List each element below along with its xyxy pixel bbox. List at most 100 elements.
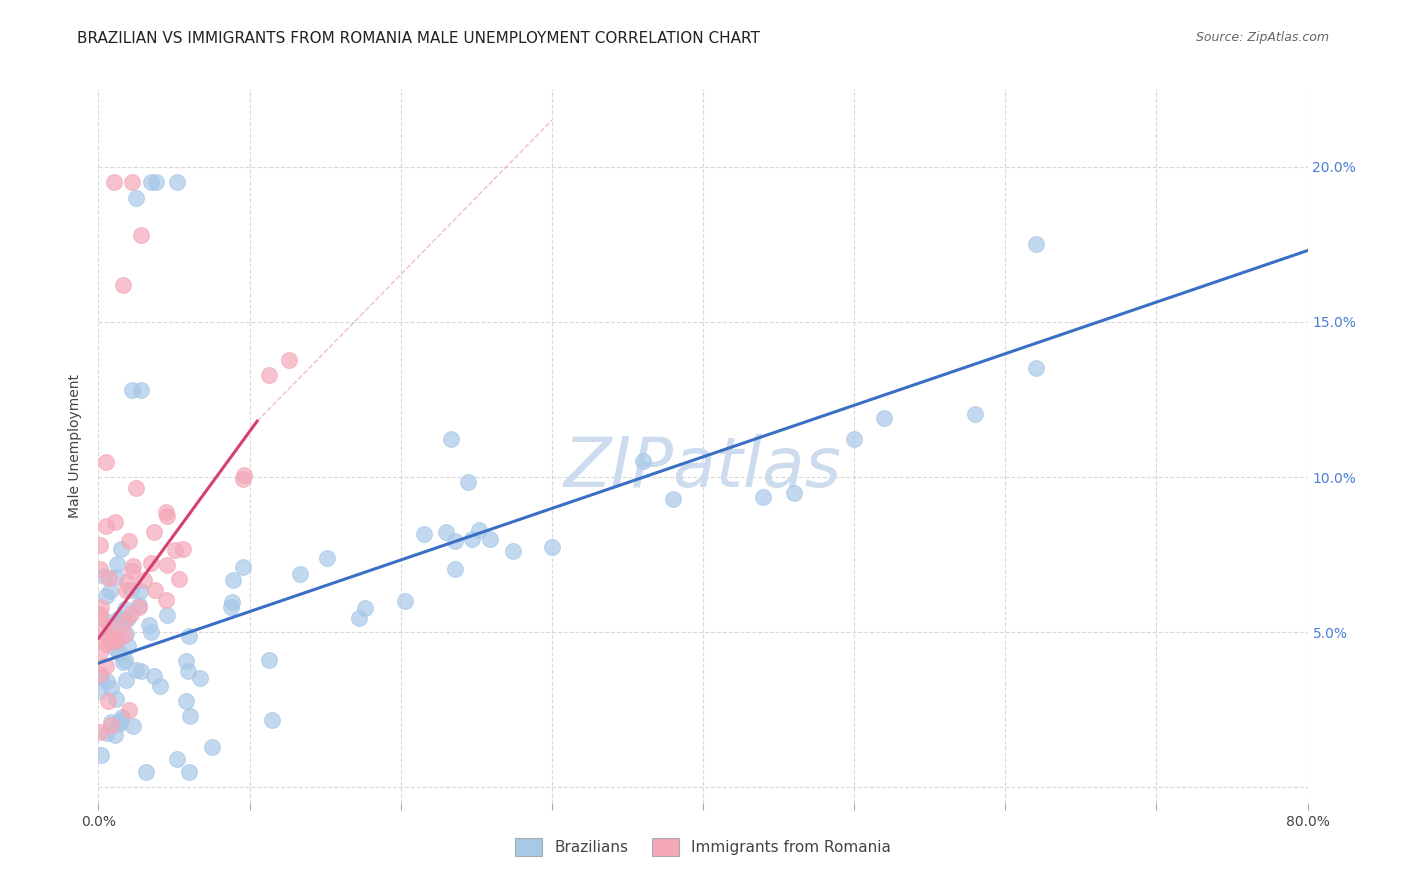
Point — [135, 764, 157, 779]
Point — [114, 602, 136, 616]
Point — [89, 645, 111, 659]
Point — [149, 679, 172, 693]
Point — [143, 582, 166, 597]
Point — [169, 572, 191, 586]
Point — [179, 709, 201, 723]
Point — [104, 728, 127, 742]
Point — [844, 432, 866, 446]
Point — [142, 668, 165, 682]
Point — [111, 277, 134, 292]
Point — [121, 383, 143, 397]
Point — [111, 655, 134, 669]
Point — [219, 599, 242, 614]
Point — [120, 583, 142, 598]
Point — [540, 541, 562, 555]
Point — [97, 615, 120, 630]
Point — [107, 631, 129, 645]
Point — [90, 670, 112, 684]
Point — [105, 557, 128, 571]
Point — [166, 175, 188, 189]
Point — [105, 570, 128, 584]
Point — [117, 611, 139, 625]
Point — [107, 646, 129, 660]
Point — [100, 718, 122, 732]
Point — [177, 764, 200, 779]
Y-axis label: Male Unemployment: Male Unemployment — [69, 374, 83, 518]
Point — [233, 467, 256, 482]
Point — [131, 664, 153, 678]
Point — [100, 681, 122, 695]
Point — [129, 584, 152, 599]
Point — [104, 691, 127, 706]
Point — [221, 594, 243, 608]
Point — [965, 407, 987, 421]
Point — [661, 492, 683, 507]
Text: ZIPatlas: ZIPatlas — [564, 434, 842, 501]
Point — [873, 410, 896, 425]
Point — [188, 671, 211, 685]
Point — [132, 574, 155, 588]
Point — [631, 454, 654, 468]
Point — [354, 601, 377, 615]
Point — [103, 175, 125, 189]
Point — [443, 561, 465, 575]
Point — [101, 640, 124, 655]
Point — [94, 454, 117, 468]
Point — [457, 475, 479, 489]
Point — [413, 526, 436, 541]
Point — [174, 654, 197, 668]
Point — [141, 175, 163, 189]
Point — [96, 637, 118, 651]
Point — [347, 611, 370, 625]
Point — [1024, 237, 1046, 252]
Point — [179, 629, 201, 643]
Point — [114, 615, 136, 629]
Point — [94, 623, 117, 637]
Text: BRAZILIAN VS IMMIGRANTS FROM ROMANIA MALE UNEMPLOYMENT CORRELATION CHART: BRAZILIAN VS IMMIGRANTS FROM ROMANIA MAL… — [77, 31, 761, 46]
Point — [112, 613, 135, 627]
Point — [108, 715, 131, 730]
Point — [111, 710, 134, 724]
Point — [316, 550, 339, 565]
Point — [117, 639, 139, 653]
Point — [96, 674, 118, 689]
Point — [89, 562, 111, 576]
Point — [125, 482, 148, 496]
Point — [97, 629, 120, 643]
Point — [166, 751, 188, 765]
Point — [156, 558, 179, 572]
Point — [111, 615, 134, 629]
Point — [443, 533, 465, 548]
Point — [118, 533, 141, 548]
Point — [100, 619, 122, 633]
Point — [201, 740, 224, 755]
Point — [141, 556, 163, 570]
Point — [156, 508, 179, 523]
Point — [139, 624, 162, 639]
Point — [100, 630, 122, 644]
Point — [128, 599, 150, 613]
Point — [145, 175, 167, 189]
Point — [108, 610, 131, 624]
Point — [120, 607, 142, 621]
Point — [89, 607, 111, 621]
Point — [232, 560, 254, 574]
Point — [96, 725, 118, 739]
Point — [100, 714, 122, 729]
Point — [259, 652, 281, 666]
Point — [121, 175, 143, 189]
Point — [89, 609, 111, 624]
Point — [461, 532, 484, 546]
Point — [105, 633, 128, 648]
Point — [107, 717, 129, 731]
Point — [104, 619, 127, 633]
Point — [98, 634, 121, 648]
Text: Source: ZipAtlas.com: Source: ZipAtlas.com — [1195, 31, 1329, 45]
Point — [89, 684, 111, 698]
Point — [118, 703, 141, 717]
Point — [94, 519, 117, 533]
Point — [156, 608, 179, 623]
Point — [114, 653, 136, 667]
Point — [89, 537, 111, 551]
Point — [259, 368, 281, 382]
